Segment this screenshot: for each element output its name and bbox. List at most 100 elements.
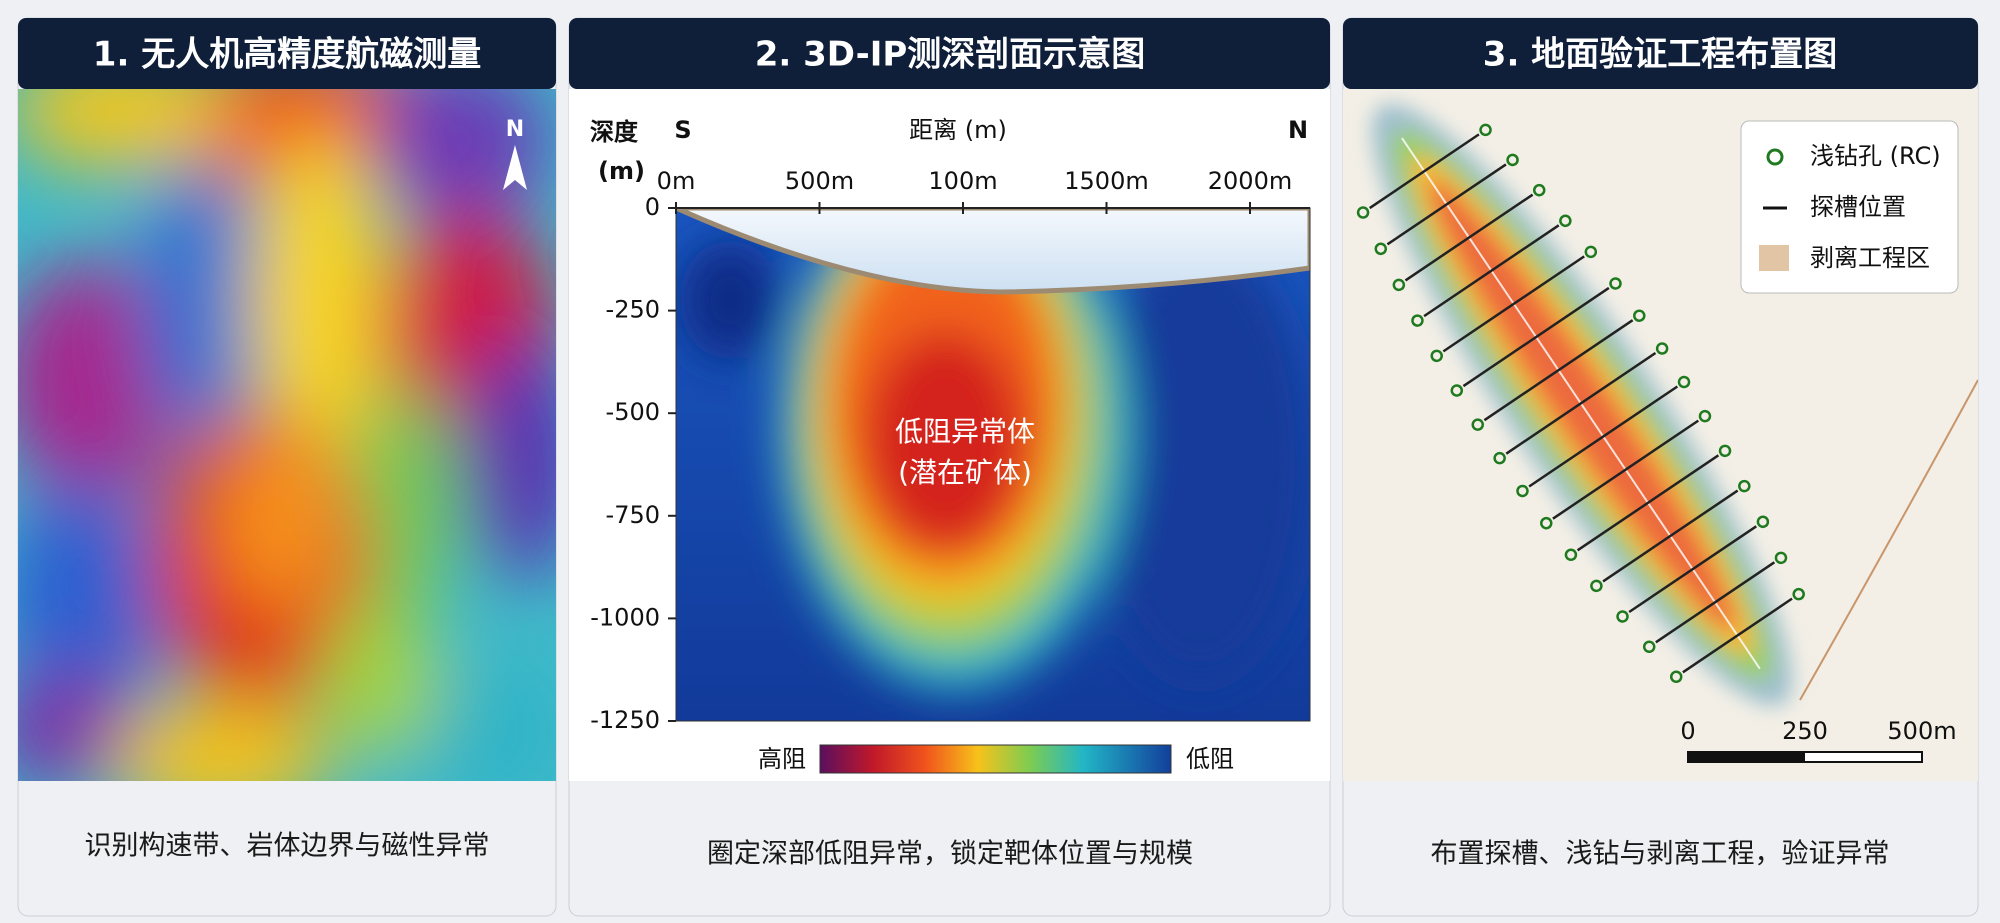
shape xyxy=(320,600,440,760)
colorbar-label: 低阻 xyxy=(1186,745,1234,773)
colorbar xyxy=(819,744,1172,774)
panel-title: 3. 地面验证工程布置图 xyxy=(1483,35,1837,75)
north-label: N xyxy=(506,117,524,142)
group xyxy=(1356,123,1805,684)
x-tick-label: 0m xyxy=(657,167,696,195)
trench xyxy=(1386,163,1507,246)
drill-hole xyxy=(1411,314,1424,327)
caption: 圈定深部低阻异常，锁定靶体位置与规模 xyxy=(707,839,1193,870)
drill-hole xyxy=(1774,551,1788,565)
panel-1: 1. 无人机高精度航磁测量 N 识别构速带、岩体边界与磁性异常 xyxy=(17,17,557,917)
shape xyxy=(680,240,780,360)
legend: 浅钻孔 (RC) 探槽位置 剥离工程区 xyxy=(1740,120,1959,294)
group xyxy=(1356,103,1805,707)
panel-3: 3. 地面验证工程布置图 浅钻孔 (RC) 探槽位置 剥离工程区 0 250 5… xyxy=(1342,17,1979,917)
y-tick-label: -1000 xyxy=(590,603,660,631)
legend-label: 探槽位置 xyxy=(1810,193,1906,221)
drill-hole xyxy=(1506,153,1519,167)
y-axis-label: 深度 xyxy=(590,118,639,146)
caption: 识别构速带、岩体边界与磁性异常 xyxy=(85,831,490,862)
drill-hole xyxy=(1430,349,1443,363)
trench xyxy=(1505,351,1657,455)
trench xyxy=(1423,224,1560,318)
x-axis-label: 距离 (m) xyxy=(909,116,1007,144)
x-tick-label: 100m xyxy=(928,167,997,195)
drill-hole xyxy=(1450,384,1464,397)
trench xyxy=(1602,489,1739,583)
trench xyxy=(1628,525,1757,614)
drill-hole xyxy=(1738,479,1751,493)
drill-hole xyxy=(1590,579,1603,593)
annotation: 低阻异常体 xyxy=(895,415,1035,448)
panel-title: 2. 3D-IP测深剖面示意图 xyxy=(755,35,1146,75)
shape xyxy=(676,208,1310,295)
y-tick-label: -750 xyxy=(606,501,660,529)
drill-hole xyxy=(1392,278,1406,292)
north-label: N xyxy=(1288,116,1308,144)
drill-hole xyxy=(1642,640,1656,654)
shape xyxy=(18,480,160,720)
drill-hole xyxy=(1356,206,1370,219)
drill-hole xyxy=(1374,242,1388,256)
shape xyxy=(1688,752,1805,762)
shape xyxy=(460,340,556,580)
scale-label: 250 xyxy=(1782,717,1828,745)
drill-hole xyxy=(1616,610,1629,623)
y-tick-label: -250 xyxy=(606,296,660,324)
trench xyxy=(1404,193,1534,282)
drill-hole xyxy=(1516,484,1529,498)
shape xyxy=(110,700,330,781)
trench xyxy=(1528,385,1679,488)
shape xyxy=(1766,148,1784,166)
drill-hole xyxy=(1559,214,1572,228)
y-tick-label: -500 xyxy=(606,398,660,426)
shape xyxy=(1799,379,1978,701)
drill-hole xyxy=(1471,418,1484,431)
drill-hole xyxy=(1698,409,1712,423)
drill-hole xyxy=(1718,444,1732,458)
magnetic-map xyxy=(18,89,556,781)
drill-hole xyxy=(1756,515,1770,529)
y-tick-label: -1250 xyxy=(590,706,660,734)
scale-label: 0 xyxy=(1680,717,1695,745)
x-tick-label: 500m xyxy=(785,167,854,195)
shape xyxy=(18,260,180,500)
shape xyxy=(1090,240,1310,680)
drill-hole xyxy=(1792,587,1805,601)
trench xyxy=(1682,597,1793,674)
annotation: (潜在矿体) xyxy=(898,456,1032,489)
legend-label: 浅钻孔 (RC) xyxy=(1810,142,1941,170)
caption: 布置探槽、浅钻与剥离工程，验证异常 xyxy=(1431,839,1890,870)
drill-hole xyxy=(1655,342,1669,355)
drill-hole xyxy=(1633,309,1646,322)
shape xyxy=(865,330,1025,550)
shape xyxy=(569,18,1330,89)
group xyxy=(680,208,1310,690)
trench xyxy=(1655,561,1776,644)
drill-hole xyxy=(1677,375,1691,389)
drill-hole xyxy=(1540,516,1553,530)
x-tick-label: 1500m xyxy=(1064,167,1148,195)
south-label: S xyxy=(674,116,691,144)
colorbar-label: 高阻 xyxy=(758,745,806,773)
trench xyxy=(1369,133,1480,210)
drill-hole xyxy=(1532,183,1546,197)
trench xyxy=(1483,319,1634,422)
ip-section xyxy=(676,208,1310,721)
y-axis-label: (m) xyxy=(598,157,645,185)
shape xyxy=(1759,245,1789,271)
drill-hole xyxy=(1584,245,1598,259)
legend-label: 剥离工程区 xyxy=(1810,244,1930,272)
drill-hole xyxy=(1609,277,1622,290)
y-tick-label: 0 xyxy=(645,193,660,221)
shape xyxy=(340,390,460,610)
drill-hole xyxy=(1669,670,1683,684)
shape xyxy=(140,160,260,440)
shape xyxy=(18,18,556,89)
trench xyxy=(1576,454,1720,552)
shape xyxy=(1343,18,1978,89)
scale-label: 500m xyxy=(1887,717,1956,745)
trench xyxy=(1552,419,1700,520)
